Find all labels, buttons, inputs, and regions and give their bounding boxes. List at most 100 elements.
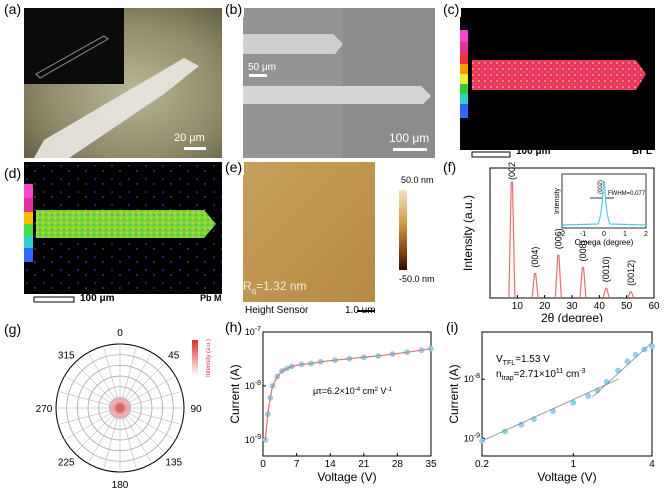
chart-i-frame xyxy=(481,331,653,457)
panel-h-label: (h) xyxy=(223,319,245,335)
x-tick: 7 xyxy=(294,459,300,470)
crystal-small xyxy=(243,34,343,54)
scale-label: 20 μm xyxy=(174,132,205,144)
inset-x-tick: -1 xyxy=(580,231,586,238)
fit-curve xyxy=(264,348,432,440)
polar-angle-label: 0 xyxy=(117,328,123,339)
panel-h: 0 7 14 21 28 35 10-9 10-8 10-7 Voltage (V) Current… xyxy=(223,319,443,492)
polar-colorbar-label: Intensity (a.u.) xyxy=(206,339,212,377)
rocking-curve xyxy=(561,181,647,226)
xrd-x-tick: 20 xyxy=(539,301,551,312)
crystal-large xyxy=(243,86,431,104)
xrd-peak-label: (004) xyxy=(530,247,540,268)
mutau-annotation: μτ=6.2×10-4 cm2 V-1 xyxy=(313,386,392,396)
panel-a-image: 20 μm xyxy=(24,8,222,158)
polar-colorbar xyxy=(192,340,198,376)
afm-colorbar xyxy=(399,190,407,270)
x-tick: 21 xyxy=(358,459,370,470)
data-point xyxy=(632,351,639,358)
ohmic-fit xyxy=(481,378,619,442)
colorbar-bottom: -50.0 nm xyxy=(399,274,435,284)
xrd-peak xyxy=(508,181,516,299)
inset-x-tick: 0 xyxy=(602,231,606,238)
xrd-x-label: 2θ (degree) xyxy=(541,311,603,322)
panel-d-label: (d) xyxy=(2,165,24,181)
xrd-x-tick: 10 xyxy=(512,301,524,312)
panel-c-image xyxy=(460,8,655,158)
data-point xyxy=(624,358,631,365)
inset-x-label: Omega (degree) xyxy=(575,238,634,247)
x-tick: 4 xyxy=(649,459,655,470)
inset-y-label: Intensity xyxy=(554,187,561,214)
x-label: Voltage (V) xyxy=(317,470,376,484)
panel-e-image xyxy=(243,162,407,312)
x-tick: 1 xyxy=(571,459,577,470)
vtfl-annotation: VTFL=1.53 V xyxy=(496,354,550,367)
y-tick: 10-8 xyxy=(245,380,261,391)
xrd-peak xyxy=(602,287,610,299)
sensor-label: Height Sensor xyxy=(245,305,309,316)
xrd-y-label: Intensity (a.u.) xyxy=(461,195,475,271)
inset-x-tick: 2 xyxy=(644,231,648,238)
xrd-chart: (002)(004)(006)(008)(0010) (0012)10 20 30 40… xyxy=(461,159,660,325)
x-tick: 0 xyxy=(260,459,266,470)
panel-a-label: (a) xyxy=(2,1,24,17)
polar-angle-label: 315 xyxy=(58,350,75,361)
xrd-peak-label: (0012) xyxy=(626,260,636,286)
polar-angle-label: 180 xyxy=(112,480,129,491)
polar-angle-label: 45 xyxy=(168,350,180,361)
scale-bar xyxy=(184,147,206,150)
roughness-label: Rq=1.32 nm xyxy=(243,279,307,296)
xrd-peak-label: (006) xyxy=(553,228,563,249)
xrd-peak xyxy=(579,266,587,299)
x-label: Voltage (V) xyxy=(537,470,596,484)
xrd-peak xyxy=(627,291,635,299)
ntrap-annotation: ntrap=2.71×1011 cm-3 xyxy=(496,368,586,382)
scale-small: 50 μm xyxy=(248,62,276,73)
xrd-x-tick: 30 xyxy=(566,301,578,312)
xrd-peak-label: (002) xyxy=(507,162,517,180)
panel-c-label: (c) xyxy=(441,1,462,17)
sclc-chart: 0.2 1 4 10-9 10-8 Voltage (V) Current (A) VTFL=… xyxy=(447,331,655,484)
polar-angle-label: 90 xyxy=(190,404,202,415)
y-tick: 10-8 xyxy=(464,373,480,384)
x-tick: 28 xyxy=(392,459,404,470)
x-tick: 0.2 xyxy=(475,459,489,470)
data-point xyxy=(649,343,655,350)
panel-b: 50 μm 100 μm (b) xyxy=(223,2,435,158)
fwhm-label: FWHM=0.077 xyxy=(608,191,646,197)
xrd-x-tick: 50 xyxy=(621,301,633,312)
xrd-peak-label: (008) xyxy=(578,240,588,261)
xrd-x-tick: 40 xyxy=(594,301,606,312)
inset-peak-label: (002) xyxy=(598,180,604,194)
panel-g-label: (g) xyxy=(2,321,24,337)
data-point xyxy=(570,399,577,406)
polar-angle-label: 225 xyxy=(58,458,75,469)
panel-f: (002) (004) (006) (008) (0010) (0012) 10 20 30 40… xyxy=(441,159,660,325)
xrd-x-tick: 60 xyxy=(648,301,660,312)
y-tick: 10-9 xyxy=(245,434,261,445)
panel-d: 100 μm Pb M (d) xyxy=(2,162,222,312)
polar-angle-label: 270 xyxy=(36,404,53,415)
crystal-ribbon xyxy=(34,58,199,158)
afm-scale-label: 1.0 um xyxy=(345,305,376,316)
y-label: Current (A) xyxy=(447,364,461,423)
x-tick: 35 xyxy=(425,459,437,470)
panel-i: 0.2 1 4 10-9 10-8 Voltage (V) Current (A) VTFL=… xyxy=(444,319,662,492)
panel-d-image xyxy=(24,162,222,294)
mutau-chart: 0 7 14 21 28 35 10-9 10-8 10-7 Voltage (V) Current… xyxy=(228,326,437,484)
polar-angle-label: 135 xyxy=(165,458,182,469)
data-point xyxy=(585,393,592,399)
tfl-fit xyxy=(592,342,653,398)
panel-f-label: (f) xyxy=(441,159,459,175)
panel-i-label: (i) xyxy=(444,319,461,335)
inset-x-tick: 1 xyxy=(623,231,627,238)
inset-x-tick: -2 xyxy=(559,231,565,238)
colorbar-top: 50.0 nm xyxy=(401,175,434,185)
y-tick: 10-9 xyxy=(464,432,480,443)
data-point xyxy=(615,367,621,374)
y-tick: 10-7 xyxy=(245,326,261,337)
x-tick: 14 xyxy=(325,459,337,470)
panel-g: 0 45 90 135 180 225 270 315 Intensity (a.u.) (g) xyxy=(2,322,224,492)
panel-c: 100 μm Br L (c) xyxy=(441,2,655,158)
